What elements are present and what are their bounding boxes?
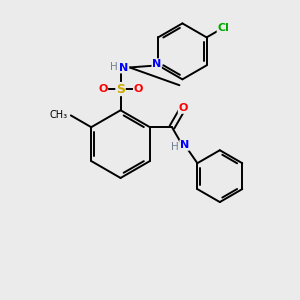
Text: CH₃: CH₃: [49, 110, 67, 120]
Text: O: O: [98, 84, 108, 94]
Text: S: S: [116, 82, 125, 95]
Text: N: N: [180, 140, 189, 150]
Text: Cl: Cl: [217, 23, 229, 33]
Text: H: H: [171, 142, 179, 152]
Text: N: N: [119, 63, 129, 73]
Text: N: N: [152, 59, 161, 69]
Text: O: O: [134, 84, 143, 94]
Text: H: H: [110, 62, 118, 72]
Text: O: O: [178, 103, 188, 113]
